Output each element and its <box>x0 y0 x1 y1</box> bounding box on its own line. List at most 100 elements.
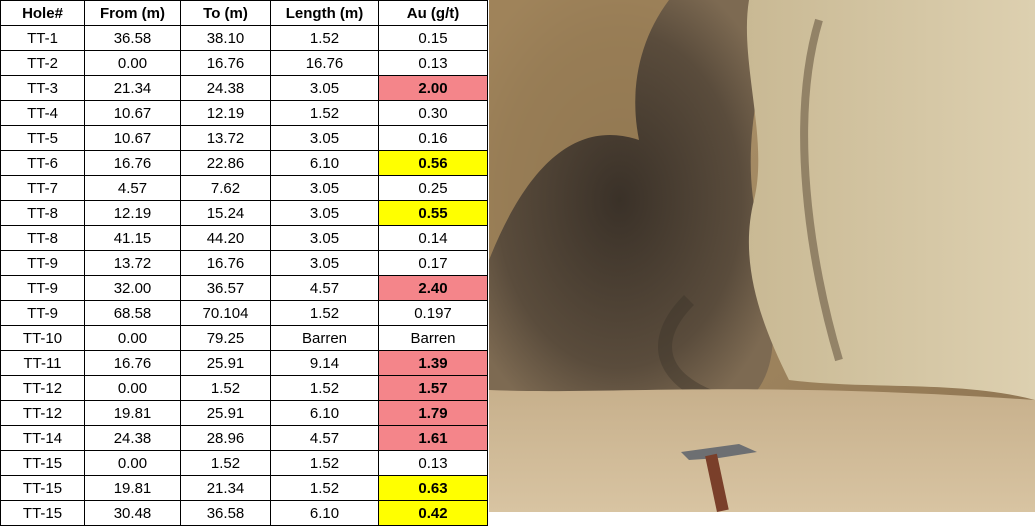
header-row: Hole# From (m) To (m) Length (m) Au (g/t) <box>0 0 488 26</box>
table-cell: TT-6 <box>0 150 85 176</box>
header-cell: Au (g/t) <box>378 0 488 26</box>
table-cell: 0.00 <box>84 375 181 401</box>
table-cell: 1.52 <box>270 100 379 126</box>
header-cell: Length (m) <box>270 0 379 26</box>
table-cell: 13.72 <box>180 125 271 151</box>
table-row: TT-10 0.00 79.25 Barren Barren <box>0 325 488 351</box>
table-cell: 12.19 <box>84 200 181 226</box>
table-cell: 1.52 <box>270 475 379 501</box>
table-cell: 21.34 <box>180 475 271 501</box>
table-cell: 0.56 <box>378 150 488 176</box>
table-cell: TT-5 <box>0 125 85 151</box>
table-cell: 25.91 <box>180 350 271 376</box>
table-cell: 19.81 <box>84 400 181 426</box>
table-row: TT-9 13.72 16.76 3.05 0.17 <box>0 250 488 276</box>
table-cell: TT-14 <box>0 425 85 451</box>
table-cell: 24.38 <box>84 425 181 451</box>
table-row: TT-4 10.67 12.19 1.52 0.30 <box>0 100 488 126</box>
table-cell: TT-7 <box>0 175 85 201</box>
table-row: TT-8 41.15 44.20 3.05 0.14 <box>0 225 488 251</box>
table-cell: TT-4 <box>0 100 85 126</box>
table-cell: 2.40 <box>378 275 488 301</box>
table-row: TT-5 10.67 13.72 3.05 0.16 <box>0 125 488 151</box>
table-cell: 10.67 <box>84 125 181 151</box>
table-row: TT-15 0.00 1.52 1.52 0.13 <box>0 450 488 476</box>
table-cell: 0.197 <box>378 300 488 326</box>
table-cell: 21.34 <box>84 75 181 101</box>
table-cell: TT-15 <box>0 450 85 476</box>
table-cell: 36.58 <box>84 25 181 51</box>
table-cell: TT-8 <box>0 200 85 226</box>
table-row: TT-1 36.58 38.10 1.52 0.15 <box>0 25 488 51</box>
table-row: TT-11 16.76 25.91 9.14 1.39 <box>0 350 488 376</box>
table-cell: 1.52 <box>270 375 379 401</box>
table-cell: 2.00 <box>378 75 488 101</box>
table-cell: 3.05 <box>270 200 379 226</box>
table-cell: 0.13 <box>378 450 488 476</box>
header-cell: Hole# <box>0 0 85 26</box>
table-row: TT-9 68.58 70.104 1.52 0.197 <box>0 300 488 326</box>
table-cell: 3.05 <box>270 250 379 276</box>
table-row: TT-12 19.81 25.91 6.10 1.79 <box>0 400 488 426</box>
table-cell: TT-12 <box>0 375 85 401</box>
table-cell: 32.00 <box>84 275 181 301</box>
table-cell: 0.63 <box>378 475 488 501</box>
table-row: TT-14 24.38 28.96 4.57 1.61 <box>0 425 488 451</box>
table-cell: 3.05 <box>270 175 379 201</box>
table-cell: 28.96 <box>180 425 271 451</box>
table-cell: 12.19 <box>180 100 271 126</box>
table-cell: TT-2 <box>0 50 85 76</box>
table-cell: 13.72 <box>84 250 181 276</box>
table-cell: 79.25 <box>180 325 271 351</box>
table-cell: 1.52 <box>270 25 379 51</box>
table-cell: 6.10 <box>270 500 379 526</box>
table-cell: 0.42 <box>378 500 488 526</box>
table-row: TT-12 0.00 1.52 1.52 1.57 <box>0 375 488 401</box>
header-cell: To (m) <box>180 0 271 26</box>
table-row: TT-15 30.48 36.58 6.10 0.42 <box>0 500 488 526</box>
table-cell: TT-12 <box>0 400 85 426</box>
table-cell: TT-8 <box>0 225 85 251</box>
table-row: TT-2 0.00 16.76 16.76 0.13 <box>0 50 488 76</box>
table-cell: 9.14 <box>270 350 379 376</box>
table-cell: 15.24 <box>180 200 271 226</box>
table-cell: TT-11 <box>0 350 85 376</box>
table-cell: 4.57 <box>270 275 379 301</box>
table-cell: 4.57 <box>270 425 379 451</box>
table-cell: 1.52 <box>180 375 271 401</box>
table-cell: TT-15 <box>0 475 85 501</box>
table-cell: 1.61 <box>378 425 488 451</box>
table-cell: 0.13 <box>378 50 488 76</box>
table-cell: 0.00 <box>84 50 181 76</box>
table-cell: 16.76 <box>84 150 181 176</box>
table-cell: 70.104 <box>180 300 271 326</box>
table-cell: 19.81 <box>84 475 181 501</box>
table-cell: 0.55 <box>378 200 488 226</box>
outcrop-photo <box>489 0 1035 512</box>
table-cell: 7.62 <box>180 175 271 201</box>
table-cell: 36.58 <box>180 500 271 526</box>
table-cell: 16.76 <box>84 350 181 376</box>
table-cell: 0.17 <box>378 250 488 276</box>
table-row: TT-6 16.76 22.86 6.10 0.56 <box>0 150 488 176</box>
table-cell: 1.52 <box>180 450 271 476</box>
table-row: TT-15 19.81 21.34 1.52 0.63 <box>0 475 488 501</box>
table-cell: 3.05 <box>270 125 379 151</box>
table-row: TT-7 4.57 7.62 3.05 0.25 <box>0 175 488 201</box>
table-cell: 1.52 <box>270 450 379 476</box>
table-cell: 41.15 <box>84 225 181 251</box>
table-cell: 24.38 <box>180 75 271 101</box>
table-cell: 1.52 <box>270 300 379 326</box>
table-cell: 44.20 <box>180 225 271 251</box>
table-cell: 38.10 <box>180 25 271 51</box>
table-cell: 30.48 <box>84 500 181 526</box>
table-cell: TT-9 <box>0 300 85 326</box>
table-cell: TT-9 <box>0 250 85 276</box>
table-body: TT-1 36.58 38.10 1.52 0.15 TT-2 0.00 16.76 16.76… <box>0 25 488 526</box>
assay-table: Hole# From (m) To (m) Length (m) Au (g/t) TT… <box>0 0 488 526</box>
table-cell: TT-15 <box>0 500 85 526</box>
table-cell: 0.14 <box>378 225 488 251</box>
table-cell: Barren <box>270 325 379 351</box>
table-cell: 6.10 <box>270 400 379 426</box>
